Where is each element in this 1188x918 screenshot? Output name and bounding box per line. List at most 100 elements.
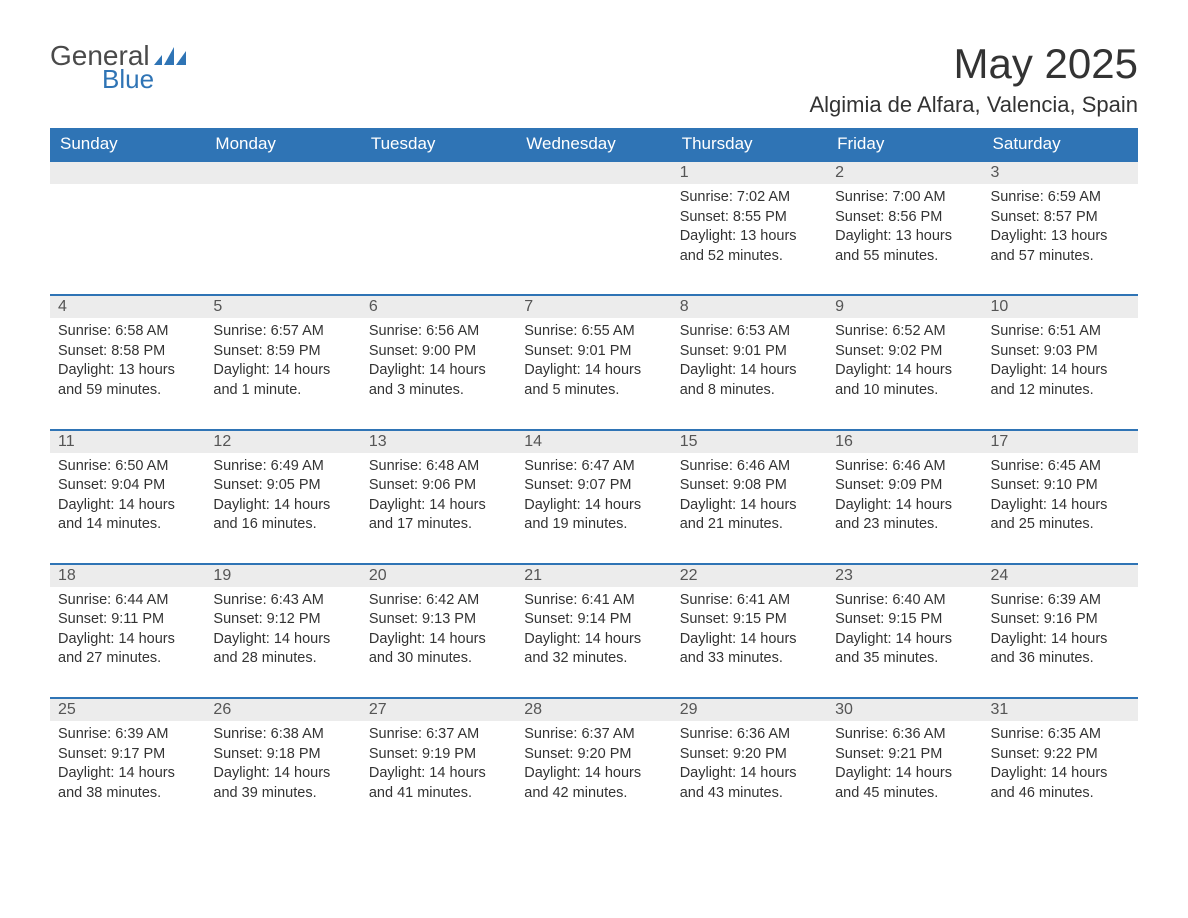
sunset-text: Sunset: 9:00 PM (369, 342, 508, 362)
sunrise-text: Sunrise: 6:59 AM (991, 188, 1130, 208)
daylight-text: Daylight: 13 hours and 59 minutes. (58, 361, 197, 400)
daylight-text: Daylight: 14 hours and 16 minutes. (213, 496, 352, 535)
day-body: Sunrise: 6:37 AMSunset: 9:19 PMDaylight:… (361, 721, 516, 831)
day-number: 31 (983, 699, 1138, 721)
sunset-text: Sunset: 9:08 PM (680, 476, 819, 496)
daylight-text: Daylight: 14 hours and 27 minutes. (58, 630, 197, 669)
day-number-empty (205, 162, 360, 184)
weekday-header: Friday (827, 128, 982, 161)
daylight-text: Daylight: 14 hours and 33 minutes. (680, 630, 819, 669)
day-body-empty (361, 184, 516, 264)
sunrise-text: Sunrise: 6:41 AM (524, 591, 663, 611)
day-body: Sunrise: 6:41 AMSunset: 9:15 PMDaylight:… (672, 587, 827, 697)
sunset-text: Sunset: 9:15 PM (680, 610, 819, 630)
day-number: 15 (672, 431, 827, 453)
day-body: Sunrise: 7:02 AMSunset: 8:55 PMDaylight:… (672, 184, 827, 294)
calendar-cell: 11Sunrise: 6:50 AMSunset: 9:04 PMDayligh… (50, 430, 205, 564)
calendar-cell: 5Sunrise: 6:57 AMSunset: 8:59 PMDaylight… (205, 295, 360, 429)
calendar-cell: 2Sunrise: 7:00 AMSunset: 8:56 PMDaylight… (827, 161, 982, 295)
daylight-text: Daylight: 13 hours and 55 minutes. (835, 227, 974, 266)
sunrise-text: Sunrise: 6:36 AM (835, 725, 974, 745)
day-body: Sunrise: 6:58 AMSunset: 8:58 PMDaylight:… (50, 318, 205, 428)
sunrise-text: Sunrise: 6:37 AM (524, 725, 663, 745)
daylight-text: Daylight: 14 hours and 12 minutes. (991, 361, 1130, 400)
calendar-cell: 17Sunrise: 6:45 AMSunset: 9:10 PMDayligh… (983, 430, 1138, 564)
sunrise-text: Sunrise: 6:39 AM (58, 725, 197, 745)
sunrise-text: Sunrise: 6:50 AM (58, 457, 197, 477)
sunset-text: Sunset: 9:03 PM (991, 342, 1130, 362)
day-number: 7 (516, 296, 671, 318)
sunset-text: Sunset: 9:02 PM (835, 342, 974, 362)
day-body: Sunrise: 6:46 AMSunset: 9:09 PMDaylight:… (827, 453, 982, 563)
daylight-text: Daylight: 14 hours and 17 minutes. (369, 496, 508, 535)
day-body: Sunrise: 6:47 AMSunset: 9:07 PMDaylight:… (516, 453, 671, 563)
calendar-cell: 20Sunrise: 6:42 AMSunset: 9:13 PMDayligh… (361, 564, 516, 698)
weekday-header: Wednesday (516, 128, 671, 161)
day-body: Sunrise: 6:45 AMSunset: 9:10 PMDaylight:… (983, 453, 1138, 563)
day-number: 26 (205, 699, 360, 721)
calendar-cell: 8Sunrise: 6:53 AMSunset: 9:01 PMDaylight… (672, 295, 827, 429)
daylight-text: Daylight: 14 hours and 28 minutes. (213, 630, 352, 669)
sunset-text: Sunset: 9:06 PM (369, 476, 508, 496)
day-number-empty (50, 162, 205, 184)
sunset-text: Sunset: 8:59 PM (213, 342, 352, 362)
sunset-text: Sunset: 8:56 PM (835, 208, 974, 228)
day-body-empty (205, 184, 360, 264)
sunrise-text: Sunrise: 6:48 AM (369, 457, 508, 477)
sunset-text: Sunset: 9:13 PM (369, 610, 508, 630)
sunset-text: Sunset: 9:01 PM (524, 342, 663, 362)
day-body: Sunrise: 6:41 AMSunset: 9:14 PMDaylight:… (516, 587, 671, 697)
calendar-week-row: 1Sunrise: 7:02 AMSunset: 8:55 PMDaylight… (50, 161, 1138, 295)
sunset-text: Sunset: 9:11 PM (58, 610, 197, 630)
calendar-cell: 19Sunrise: 6:43 AMSunset: 9:12 PMDayligh… (205, 564, 360, 698)
day-body: Sunrise: 6:36 AMSunset: 9:21 PMDaylight:… (827, 721, 982, 831)
day-number: 28 (516, 699, 671, 721)
header: General Blue May 2025 Algimia de Alfara,… (50, 40, 1138, 118)
day-number: 12 (205, 431, 360, 453)
day-body: Sunrise: 6:56 AMSunset: 9:00 PMDaylight:… (361, 318, 516, 428)
sunset-text: Sunset: 8:58 PM (58, 342, 197, 362)
day-number: 1 (672, 162, 827, 184)
day-number: 23 (827, 565, 982, 587)
calendar-week-row: 11Sunrise: 6:50 AMSunset: 9:04 PMDayligh… (50, 430, 1138, 564)
daylight-text: Daylight: 14 hours and 3 minutes. (369, 361, 508, 400)
day-number: 25 (50, 699, 205, 721)
sunrise-text: Sunrise: 6:53 AM (680, 322, 819, 342)
sunrise-text: Sunrise: 6:46 AM (680, 457, 819, 477)
daylight-text: Daylight: 14 hours and 8 minutes. (680, 361, 819, 400)
daylight-text: Daylight: 13 hours and 57 minutes. (991, 227, 1130, 266)
day-number: 27 (361, 699, 516, 721)
day-number: 22 (672, 565, 827, 587)
calendar-cell: 6Sunrise: 6:56 AMSunset: 9:00 PMDaylight… (361, 295, 516, 429)
calendar-cell: 13Sunrise: 6:48 AMSunset: 9:06 PMDayligh… (361, 430, 516, 564)
day-number-empty (516, 162, 671, 184)
sunrise-text: Sunrise: 6:40 AM (835, 591, 974, 611)
sunset-text: Sunset: 9:18 PM (213, 745, 352, 765)
sunset-text: Sunset: 9:21 PM (835, 745, 974, 765)
day-number: 14 (516, 431, 671, 453)
day-body: Sunrise: 6:53 AMSunset: 9:01 PMDaylight:… (672, 318, 827, 428)
sunset-text: Sunset: 9:19 PM (369, 745, 508, 765)
daylight-text: Daylight: 14 hours and 38 minutes. (58, 764, 197, 803)
daylight-text: Daylight: 14 hours and 45 minutes. (835, 764, 974, 803)
weekday-header: Thursday (672, 128, 827, 161)
sunset-text: Sunset: 8:57 PM (991, 208, 1130, 228)
daylight-text: Daylight: 14 hours and 43 minutes. (680, 764, 819, 803)
daylight-text: Daylight: 14 hours and 5 minutes. (524, 361, 663, 400)
calendar-cell: 16Sunrise: 6:46 AMSunset: 9:09 PMDayligh… (827, 430, 982, 564)
calendar-cell: 9Sunrise: 6:52 AMSunset: 9:02 PMDaylight… (827, 295, 982, 429)
sunrise-text: Sunrise: 6:38 AM (213, 725, 352, 745)
calendar-cell: 24Sunrise: 6:39 AMSunset: 9:16 PMDayligh… (983, 564, 1138, 698)
sunrise-text: Sunrise: 6:41 AM (680, 591, 819, 611)
day-body: Sunrise: 6:51 AMSunset: 9:03 PMDaylight:… (983, 318, 1138, 428)
sunset-text: Sunset: 9:17 PM (58, 745, 197, 765)
sunrise-text: Sunrise: 6:36 AM (680, 725, 819, 745)
calendar-week-row: 4Sunrise: 6:58 AMSunset: 8:58 PMDaylight… (50, 295, 1138, 429)
day-body: Sunrise: 7:00 AMSunset: 8:56 PMDaylight:… (827, 184, 982, 294)
day-body: Sunrise: 6:57 AMSunset: 8:59 PMDaylight:… (205, 318, 360, 428)
day-number: 3 (983, 162, 1138, 184)
day-number: 24 (983, 565, 1138, 587)
day-body: Sunrise: 6:46 AMSunset: 9:08 PMDaylight:… (672, 453, 827, 563)
day-number: 21 (516, 565, 671, 587)
calendar-cell (516, 161, 671, 295)
